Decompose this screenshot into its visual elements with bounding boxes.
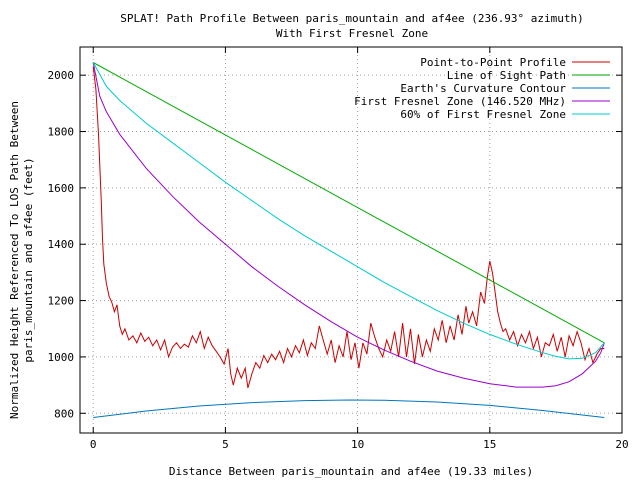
y-tick-label: 1800 xyxy=(48,126,75,139)
series-line-1 xyxy=(92,62,605,344)
legend-label: Earth's Curvature Contour xyxy=(400,82,566,95)
plot-frame xyxy=(79,46,623,434)
y-tick-label: 1200 xyxy=(48,295,75,308)
x-tick-label: 5 xyxy=(222,438,229,451)
x-tick-label: 15 xyxy=(483,438,496,451)
series-line-4 xyxy=(92,62,605,360)
chart-subtitle: With First Fresnel Zone xyxy=(276,27,428,40)
legend-label: First Fresnel Zone (146.520 MHz) xyxy=(354,95,566,108)
y-tick-label: 2000 xyxy=(48,69,75,82)
y-axis-label-line-1: Normalized Height Referenced To LOS Path… xyxy=(8,101,21,419)
series-line-0 xyxy=(92,66,605,389)
series-line-2 xyxy=(93,399,605,418)
axis-ticks: 0 5 10 15 20 800 1000 1200 1400 1600 1800 2000 xyxy=(48,47,629,451)
legend-label: Point-to-Point Profile xyxy=(420,56,566,69)
y-tick-label: 1600 xyxy=(48,182,75,195)
x-tick-label: 10 xyxy=(351,438,364,451)
series-line-3 xyxy=(92,62,605,388)
x-tick-label: 0 xyxy=(90,438,97,451)
series-lines xyxy=(92,62,605,418)
y-axis-label-line-2: paris_mountain and af4ee (feet) xyxy=(22,157,35,362)
x-axis-label: Distance Between paris_mountain and af4e… xyxy=(169,465,533,478)
x-tick-label: 20 xyxy=(615,438,628,451)
legend-label: Line of Sight Path xyxy=(447,69,566,82)
legend-label: 60% of First Fresnel Zone xyxy=(400,108,566,121)
y-tick-label: 1400 xyxy=(48,238,75,251)
y-tick-label: 800 xyxy=(54,407,74,420)
y-tick-label: 1000 xyxy=(48,351,75,364)
chart-title: SPLAT! Path Profile Between paris_mounta… xyxy=(120,12,584,25)
